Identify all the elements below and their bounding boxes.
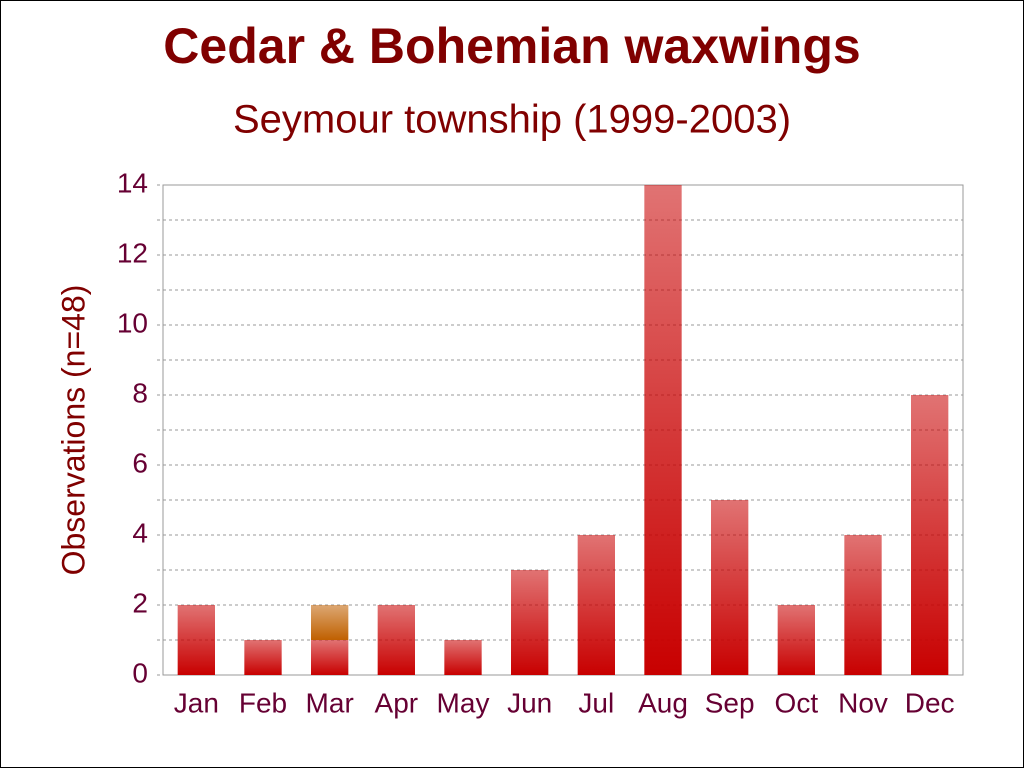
x-tick-label: Jan (174, 687, 219, 718)
x-tick-label: Sep (705, 687, 755, 718)
x-tick-label: Jun (507, 687, 552, 718)
bar (844, 535, 882, 675)
chart-subtitle: Seymour township (1999-2003) (233, 98, 791, 142)
bar (511, 570, 549, 675)
plot-border (162, 184, 964, 676)
bar (777, 605, 815, 675)
bar (711, 500, 749, 675)
y-axis-label: Observations (n=48) (55, 285, 91, 576)
bar (577, 535, 615, 675)
x-tick-label: Nov (838, 687, 888, 718)
x-tick-label: Apr (375, 687, 419, 718)
y-tick-label: 8 (132, 377, 148, 408)
x-tick-label: Dec (905, 687, 955, 718)
y-tick-label: 14 (117, 167, 148, 198)
y-tick-label: 0 (132, 657, 148, 688)
x-tick-label: Feb (239, 687, 287, 718)
y-tick-label: 2 (132, 587, 148, 618)
y-tick-label: 10 (117, 307, 148, 338)
x-tick-label: Oct (775, 687, 819, 718)
x-tick-label: Mar (306, 687, 354, 718)
bar (244, 640, 282, 675)
bar (311, 605, 349, 640)
x-tick-label: May (437, 687, 490, 718)
bar (911, 395, 949, 675)
y-tick-label: 12 (117, 237, 148, 268)
chart-title: Cedar & Bohemian waxwings (163, 18, 860, 74)
bar (644, 185, 682, 675)
x-tick-label: Jul (578, 687, 614, 718)
bar (177, 605, 215, 675)
bar (311, 640, 349, 675)
y-tick-label: 4 (132, 517, 148, 548)
bar (377, 605, 415, 675)
y-tick-label: 6 (132, 447, 148, 478)
bar (444, 640, 482, 675)
x-tick-label: Aug (638, 687, 688, 718)
